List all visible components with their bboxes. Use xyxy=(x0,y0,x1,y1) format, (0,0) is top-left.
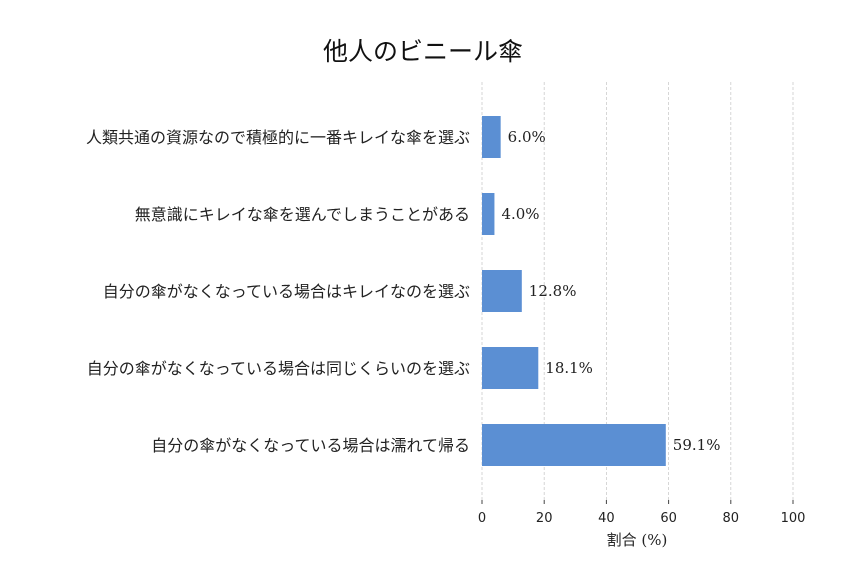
x-tick-label: 40 xyxy=(598,511,615,526)
category-label: 自分の傘がなくなっている場合はキレイなのを選ぶ xyxy=(103,282,470,301)
bar xyxy=(482,347,539,389)
x-tick-label: 100 xyxy=(781,511,806,526)
bar xyxy=(482,193,495,235)
bar xyxy=(482,116,501,158)
x-tick-label: 0 xyxy=(478,511,486,526)
value-label: 6.0% xyxy=(508,128,546,146)
x-tick-label: 20 xyxy=(536,511,553,526)
bars xyxy=(482,116,666,466)
value-label: 12.8% xyxy=(529,282,577,300)
bar xyxy=(482,424,666,466)
category-label: 自分の傘がなくなっている場合は濡れて帰る xyxy=(151,436,470,455)
chart-title: 他人のビニール傘 xyxy=(322,37,523,66)
x-axis-ticks: 0 20 40 60 80 100 xyxy=(478,500,806,526)
value-labels: 6.0% 4.0% 12.8% 18.1% 59.1% xyxy=(501,128,720,454)
value-label: 59.1% xyxy=(673,436,721,454)
x-axis-title: 割合 (%) xyxy=(607,531,668,549)
category-label: 自分の傘がなくなっている場合は同じくらいのを選ぶ xyxy=(87,359,470,378)
category-label: 人類共通の資源なので積極的に一番キレイな傘を選ぶ xyxy=(86,128,470,147)
bar xyxy=(482,270,522,312)
value-label: 4.0% xyxy=(501,205,539,223)
category-labels: 人類共通の資源なので積極的に一番キレイな傘を選ぶ無意識にキレイな傘を選んでしまう… xyxy=(86,128,470,455)
x-tick-label: 80 xyxy=(723,511,740,526)
category-label: 無意識にキレイな傘を選んでしまうことがある xyxy=(135,205,470,224)
x-tick-label: 60 xyxy=(660,511,677,526)
value-label: 18.1% xyxy=(545,359,593,377)
